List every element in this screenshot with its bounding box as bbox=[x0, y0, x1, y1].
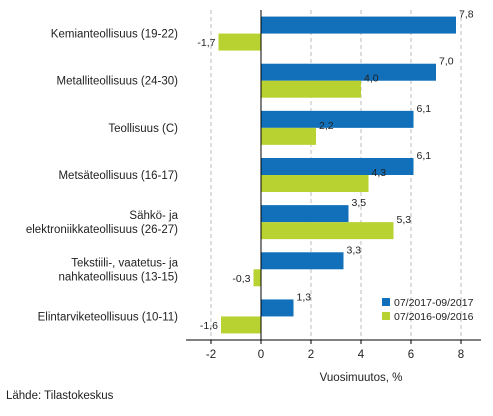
x-tick-label: 8 bbox=[458, 349, 464, 361]
x-tick-label: 2 bbox=[308, 349, 314, 361]
data-label-series1-1: 7,0 bbox=[439, 56, 454, 68]
bars bbox=[218, 16, 456, 334]
category-label-line: Kemianteollisuus (19-22) bbox=[51, 29, 178, 41]
category-label-1: Metalliteollisuus (24-30) bbox=[57, 76, 179, 88]
bar-series1-2 bbox=[261, 110, 414, 128]
bar-series1-0 bbox=[261, 16, 456, 34]
x-tick-label: -2 bbox=[206, 349, 216, 361]
category-label-3: Metsäteollisuus (16-17) bbox=[58, 170, 178, 182]
bar-series2-0 bbox=[218, 33, 261, 51]
bar-series2-5 bbox=[253, 269, 261, 287]
category-labels: Kemianteollisuus (19-22) Metalliteollisuu… bbox=[26, 29, 179, 324]
gridlines bbox=[210, 10, 462, 340]
category-label-6: Elintarviketeollisuus (10-11) bbox=[38, 311, 179, 323]
category-label-4: Sähkö- ja elektroniikkateollisuus (26-27) bbox=[26, 210, 179, 236]
data-label-series2-5: -0,3 bbox=[232, 273, 250, 285]
bar-series1-5 bbox=[261, 252, 344, 270]
x-axis-title: Vuosimuutos, % bbox=[320, 372, 403, 384]
category-label-line: Elintarviketeollisuus (10-11) bbox=[38, 311, 179, 323]
data-label-series1-3: 6,1 bbox=[417, 150, 432, 162]
legend: 07/2017-09/2017 07/2016-09/2016 bbox=[382, 297, 474, 323]
legend-label-2: 07/2016-09/2016 bbox=[394, 311, 474, 323]
x-tick-label: 0 bbox=[258, 349, 264, 361]
legend-label-1: 07/2017-09/2017 bbox=[394, 297, 474, 309]
category-label-line: Teollisuus (C) bbox=[108, 123, 178, 135]
bar-series1-6 bbox=[261, 299, 294, 317]
data-label-series1-2: 6,1 bbox=[417, 103, 432, 115]
data-labels: 7,8 -1,7 7,0 4,0 6,1 2,2 6,1 4,3 3,5 5,3 3,3 -0,3 1,… bbox=[197, 9, 473, 332]
x-tick-label: 6 bbox=[408, 349, 414, 361]
data-label-series2-0: -1,7 bbox=[197, 37, 215, 49]
source-note: Lähde: Tilastokeskus bbox=[6, 390, 114, 402]
bar-series2-3 bbox=[261, 175, 369, 192]
data-label-series2-2: 2,2 bbox=[319, 120, 334, 132]
data-label-series2-1: 4,0 bbox=[364, 73, 379, 85]
data-label-series2-3: 4,3 bbox=[372, 167, 387, 179]
category-label-line: Sähkö- ja bbox=[129, 210, 178, 222]
bar-series2-1 bbox=[261, 80, 361, 98]
data-label-series1-4: 3,5 bbox=[352, 197, 367, 209]
legend-swatch-1 bbox=[382, 298, 390, 306]
x-tick-label: 4 bbox=[358, 349, 365, 361]
x-axis: -2 0 2 4 6 8 Vuosimuutos, % bbox=[186, 10, 481, 384]
data-label-series1-6: 1,3 bbox=[297, 291, 312, 303]
category-label-2: Teollisuus (C) bbox=[108, 123, 178, 135]
bar-series2-6 bbox=[221, 316, 261, 334]
bar-series2-4 bbox=[261, 222, 394, 240]
category-label-0: Kemianteollisuus (19-22) bbox=[51, 29, 178, 41]
bar-series1-4 bbox=[261, 205, 349, 223]
data-label-series2-4: 5,3 bbox=[397, 214, 412, 226]
category-label-line: Metsäteollisuus (16-17) bbox=[58, 170, 178, 182]
category-label-line: Tekstiili-, vaatetus- ja bbox=[71, 257, 178, 269]
data-label-series1-0: 7,8 bbox=[459, 9, 474, 21]
legend-swatch-2 bbox=[382, 312, 390, 320]
bar-series1-3 bbox=[261, 158, 414, 175]
category-label-line: Metalliteollisuus (24-30) bbox=[57, 76, 179, 88]
bar-series2-2 bbox=[261, 127, 316, 145]
category-label-line: elektroniikkateollisuus (26-27) bbox=[26, 224, 178, 236]
bar-series1-1 bbox=[261, 63, 436, 81]
data-label-series1-5: 3,3 bbox=[347, 244, 362, 256]
category-label-5: Tekstiili-, vaatetus- ja nahkateollisuus … bbox=[58, 257, 178, 283]
data-label-series2-6: -1,6 bbox=[200, 320, 218, 332]
category-label-line: nahkateollisuus (13-15) bbox=[58, 271, 178, 283]
